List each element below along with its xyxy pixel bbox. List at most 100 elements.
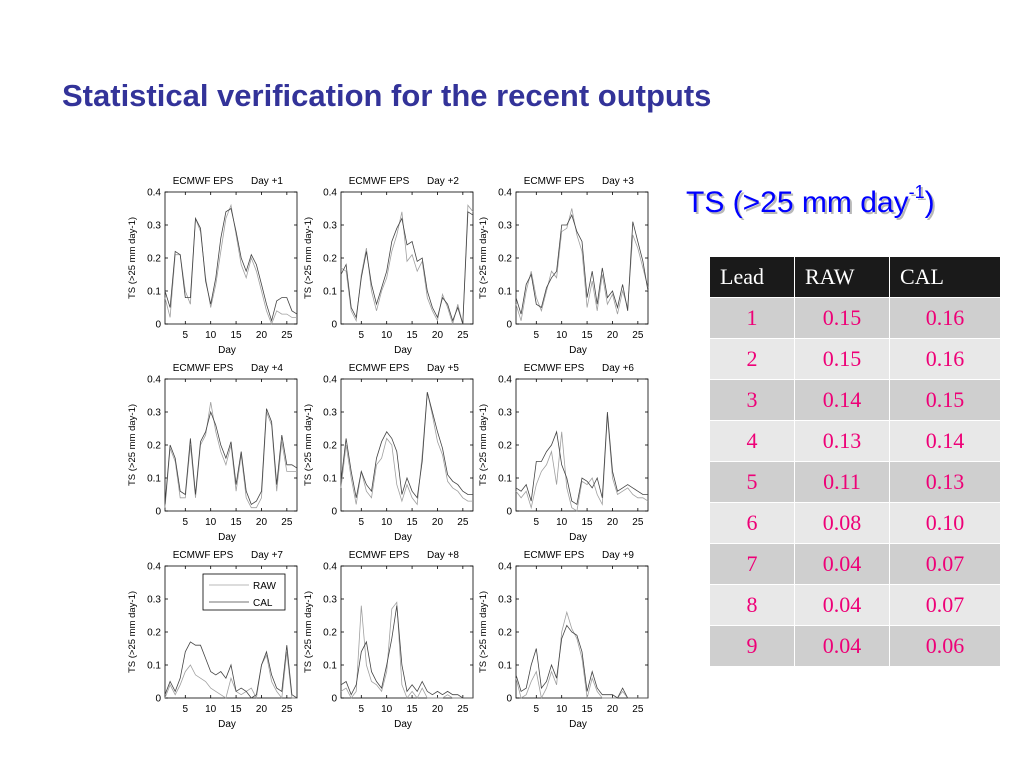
y-tick-label: 0.4 (323, 375, 337, 386)
chart-title-day: Day +1 (251, 176, 283, 187)
series-line-cal (515, 214, 649, 315)
y-tick-label: 0.2 (498, 441, 512, 452)
chart-panel-7: ECMWF EPS Day +7 0 0.1 0.2 0.3 0.4 5 10 15 20 25 Day… (127, 550, 298, 730)
y-axis-label: TS (>25 mm day-1) (478, 404, 489, 486)
y-tick-label: 0.3 (498, 595, 512, 606)
series-line-raw (164, 651, 297, 700)
y-tick-label: 0.1 (498, 474, 512, 485)
table-row: 5 0.11 0.13 (709, 461, 1001, 503)
y-tick-label: 0.1 (147, 474, 161, 485)
y-tick-label: 0.3 (147, 408, 161, 419)
table-row: 6 0.08 0.10 (709, 502, 1001, 544)
series-line-cal (515, 624, 648, 699)
y-tick-label: 0 (155, 694, 161, 705)
y-tick-label: 0 (506, 694, 512, 705)
x-tick-label: 20 (607, 517, 619, 528)
x-tick-label: 15 (231, 517, 243, 528)
lead-cell: 2 (709, 338, 795, 380)
chart-panel-3: ECMWF EPS Day +3 0 0.1 0.2 0.3 0.4 5 10 15 20 25 Day… (478, 176, 649, 356)
series-line-raw (340, 601, 473, 699)
x-tick-label: 5 (183, 330, 189, 341)
cal-cell: 0.13 (889, 461, 1001, 503)
y-tick-label: 0.3 (323, 221, 337, 232)
x-tick-label: 25 (457, 330, 469, 341)
chart-title-day: Day +7 (251, 550, 283, 561)
x-tick-label: 15 (231, 330, 243, 341)
lead-cell: 9 (709, 625, 795, 667)
cal-cell: 0.16 (889, 338, 1001, 380)
header-lead: Lead (709, 256, 795, 298)
x-tick-label: 10 (205, 330, 217, 341)
y-tick-label: 0.4 (498, 562, 512, 573)
ts-heading-close: ) (924, 186, 935, 219)
x-axis-label: Day (218, 719, 236, 730)
x-tick-label: 25 (281, 704, 293, 715)
y-tick-label: 0.4 (498, 375, 512, 386)
x-axis-label: Day (569, 719, 587, 730)
score-table: Lead RAW CAL 1 0.15 0.16 2 0.15 0.16 3 0… (709, 256, 1001, 667)
y-tick-label: 0.1 (147, 661, 161, 672)
table-row: 3 0.14 0.15 (709, 379, 1001, 421)
cal-cell: 0.10 (889, 502, 1001, 544)
chart-title-day: Day +9 (602, 550, 634, 561)
table-row: 8 0.04 0.07 (709, 584, 1001, 626)
table-row: 7 0.04 0.07 (709, 543, 1001, 585)
lead-cell: 7 (709, 543, 795, 585)
x-tick-label: 15 (582, 517, 594, 528)
x-axis-label: Day (569, 532, 587, 543)
y-tick-label: 0 (506, 507, 512, 518)
slide-title: Statistical verification for the recent … (62, 78, 712, 113)
y-tick-label: 0 (331, 694, 337, 705)
x-tick-label: 5 (183, 517, 189, 528)
chart-title-day: Day +3 (602, 176, 634, 187)
y-tick-label: 0.2 (498, 628, 512, 639)
cal-cell: 0.07 (889, 584, 1001, 626)
y-tick-label: 0 (155, 320, 161, 331)
x-tick-label: 10 (556, 517, 568, 528)
x-tick-label: 25 (632, 517, 644, 528)
chart-title-model: ECMWF EPS (349, 176, 410, 187)
y-tick-label: 0.3 (498, 408, 512, 419)
lead-cell: 1 (709, 297, 795, 339)
x-tick-label: 10 (381, 330, 393, 341)
y-axis-label: TS (>25 mm day-1) (303, 404, 314, 486)
chart-panel-4: ECMWF EPS Day +4 0 0.1 0.2 0.3 0.4 5 10 15 20 25 Day… (127, 363, 298, 543)
x-tick-label: 20 (607, 704, 619, 715)
x-tick-label: 10 (381, 704, 393, 715)
y-tick-label: 0.3 (323, 595, 337, 606)
table-header-row: Lead RAW CAL (709, 256, 1001, 298)
x-tick-label: 5 (534, 517, 540, 528)
x-tick-label: 5 (359, 704, 365, 715)
cal-cell: 0.14 (889, 420, 1001, 462)
table-row: 4 0.13 0.14 (709, 420, 1001, 462)
ts-heading-superscript: -1 (908, 182, 925, 202)
y-tick-label: 0.2 (147, 254, 161, 265)
chart-title-model: ECMWF EPS (524, 363, 585, 374)
x-axis-label: Day (218, 345, 236, 356)
x-tick-label: 20 (432, 330, 444, 341)
y-tick-label: 0.2 (323, 254, 337, 265)
chart-title-model: ECMWF EPS (173, 363, 234, 374)
x-tick-label: 20 (256, 517, 268, 528)
x-tick-label: 5 (359, 330, 365, 341)
chart-panel-6: ECMWF EPS Day +6 0 0.1 0.2 0.3 0.4 5 10 15 20 25 Day… (478, 363, 649, 543)
x-tick-label: 25 (457, 704, 469, 715)
cal-cell: 0.16 (889, 297, 1001, 339)
y-tick-label: 0.3 (323, 408, 337, 419)
y-tick-label: 0 (331, 320, 337, 331)
chart-panel-1: ECMWF EPS Day +1 0 0.1 0.2 0.3 0.4 5 10 15 20 25 Day… (127, 176, 298, 356)
x-tick-label: 25 (281, 330, 293, 341)
y-axis-label: TS (>25 mm day-1) (478, 591, 489, 673)
x-tick-label: 20 (432, 704, 444, 715)
x-axis-label: Day (394, 719, 412, 730)
chart-title-model: ECMWF EPS (173, 550, 234, 561)
lead-cell: 4 (709, 420, 795, 462)
y-tick-label: 0.1 (323, 287, 337, 298)
raw-cell: 0.14 (794, 379, 890, 421)
y-tick-label: 0.1 (498, 287, 512, 298)
y-tick-label: 0.1 (323, 661, 337, 672)
plot-frame (164, 191, 298, 325)
x-axis-label: Day (218, 532, 236, 543)
raw-cell: 0.04 (794, 584, 890, 626)
